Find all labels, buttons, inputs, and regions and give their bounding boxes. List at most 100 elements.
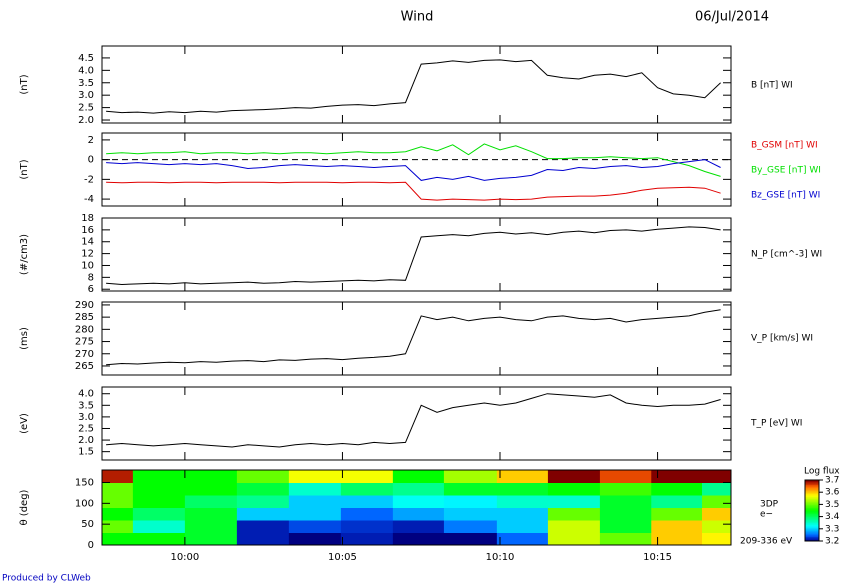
y-axis-label: (ms) (19, 327, 30, 350)
colorbar-label: Log flux (804, 467, 840, 477)
panel: -4 -2 0 2 (nT) B_GSM [nT] WI By_GSE [nT] WI Bz_… (19, 132, 821, 207)
colorbar-step (805, 533, 819, 536)
colorbar-step (805, 513, 819, 516)
colorbar-step (805, 496, 819, 499)
colorbar-step (805, 512, 819, 515)
heatmap-cell (547, 495, 601, 508)
colorbar-step (805, 531, 819, 534)
colorbar-step (805, 525, 819, 528)
heatmap-cell (547, 470, 601, 483)
heatmap-cell (599, 532, 652, 546)
y-tick-label: 285 (75, 312, 94, 323)
colorbar-step (805, 502, 819, 505)
x-tick-label: 10:15 (643, 552, 672, 563)
heatmap-cell (340, 532, 394, 546)
heatmap-cell (599, 470, 652, 483)
heatmap-cell (288, 482, 342, 496)
heatmap-cell (102, 495, 134, 508)
heatmap-cell (288, 495, 342, 508)
heatmap-cell (702, 470, 732, 483)
y-tick-label: 2.5 (78, 103, 94, 114)
heatmap-cell (702, 482, 732, 496)
colorbar-step (805, 536, 819, 539)
heatmap-cell (184, 470, 238, 483)
series-line (106, 393, 721, 448)
y-tick-label: 100 (75, 498, 94, 509)
heatmap-cell (102, 482, 134, 496)
heatmap-cell (443, 507, 498, 521)
heatmap-cell (184, 495, 238, 508)
title: Wind (401, 10, 434, 25)
heatmap-cell (132, 482, 186, 496)
heatmap-cell (392, 532, 445, 546)
y-tick-label: 3.5 (78, 78, 94, 89)
heatmap-cell (651, 507, 703, 521)
heatmap-cell (702, 507, 732, 521)
y-tick-label: 10 (81, 260, 94, 271)
heatmap-cell (651, 470, 703, 483)
colorbar-step (805, 504, 819, 507)
y-tick-label: -2 (84, 174, 94, 185)
heatmap-cell (651, 482, 703, 496)
heatmap-cell (288, 470, 342, 483)
heatmap-cell (702, 495, 732, 508)
panel-frame (101, 132, 732, 207)
heatmap-cell (547, 482, 601, 496)
heatmap-cell (340, 507, 394, 521)
y-tick-label: 12 (81, 249, 94, 260)
heatmap-cell (547, 507, 601, 521)
colorbar-tick-label: 3.4 (825, 512, 840, 522)
heatmap-cell (132, 495, 186, 508)
heatmap-cell (392, 482, 445, 496)
colorbar-tick-label: 3.6 (825, 488, 840, 498)
heatmap-cell (132, 520, 186, 533)
colorbar-step (805, 499, 819, 502)
heatmap-cell (340, 482, 394, 496)
panel: 2.02.5 3.03.5 4.04.5 (nT) B [nT] WI (19, 45, 793, 126)
annotation: 209-336 eV (740, 537, 793, 547)
y-tick-label: 3.0 (78, 412, 94, 423)
y-tick-label: 2 (88, 135, 94, 146)
colorbar-step (805, 483, 819, 486)
y-tick-label: 6 (88, 284, 94, 295)
y-axis-label: (eV) (19, 413, 30, 434)
heatmap-cell (236, 470, 290, 483)
y-tick-label: 50 (81, 519, 94, 530)
y-tick-label: 2.5 (78, 423, 94, 434)
heatmap-cell (547, 532, 601, 546)
series-label: N_P [cm^-3] WI (751, 250, 822, 260)
panel-frame (101, 469, 732, 546)
x-tick-label: 10:10 (486, 552, 515, 563)
y-tick-label: 1.5 (78, 447, 94, 458)
colorbar-step (805, 518, 819, 521)
y-tick-label: 3.5 (78, 400, 94, 411)
heatmap-cell (651, 520, 703, 533)
heatmap-cell (599, 520, 652, 533)
heatmap-cell (392, 470, 445, 483)
y-axis-label: (#/cm3) (19, 234, 30, 275)
heatmap-cell (184, 532, 238, 546)
colorbar-step (805, 484, 819, 487)
annotation: 3DP (760, 500, 779, 510)
panel-frame (101, 45, 732, 124)
heatmap-cell (443, 470, 498, 483)
heatmap-cell (132, 507, 186, 521)
colorbar-step (805, 495, 819, 498)
y-tick-label: 290 (75, 300, 94, 311)
heatmap-cell (392, 520, 445, 533)
series-label: T_P [eV] WI (750, 419, 802, 429)
series-line (106, 226, 721, 286)
colorbar-step (805, 480, 819, 483)
series-line (106, 159, 721, 181)
series-line (106, 59, 721, 114)
colorbar-step (805, 515, 819, 518)
heatmap-cell (702, 520, 732, 533)
heatmap-cell (340, 470, 394, 483)
series-label: V_P [km/s] WI (751, 334, 813, 344)
colorbar-step (805, 521, 819, 524)
heatmap-cell (443, 532, 498, 546)
series-line (106, 309, 721, 366)
colorbar-step (805, 537, 819, 540)
colorbar-frame (804, 479, 820, 542)
